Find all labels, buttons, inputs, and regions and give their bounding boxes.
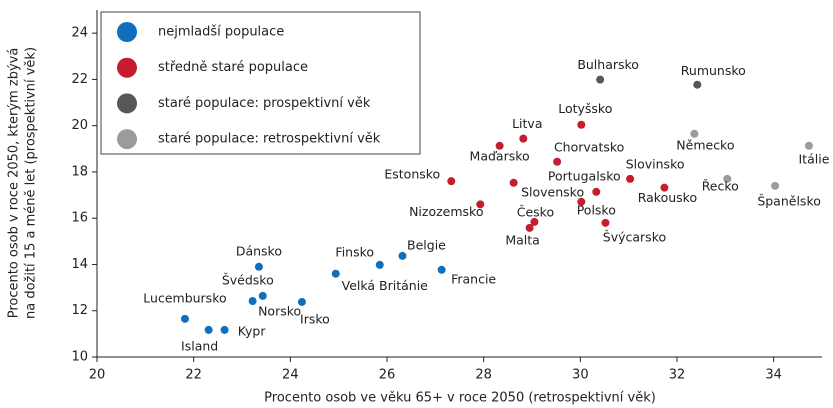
point — [437, 265, 446, 274]
point-label: Itálie — [799, 151, 830, 166]
x-tick-label: 34 — [765, 368, 782, 383]
point-label: Německo — [676, 137, 734, 152]
point — [509, 178, 518, 187]
point — [577, 120, 586, 129]
x-tick-label: 32 — [669, 368, 686, 383]
point — [447, 177, 456, 186]
point-label: Malta — [505, 232, 539, 247]
x-axis-label: Procento osob ve věku 65+ v roce 2050 (r… — [264, 391, 656, 406]
point — [258, 291, 267, 300]
legend-marker — [117, 57, 137, 78]
y-tick-label: 24 — [71, 26, 88, 41]
y-tick-label: 16 — [71, 211, 88, 226]
legend-marker — [117, 129, 137, 150]
point-label: Island — [181, 338, 218, 353]
point — [220, 325, 229, 334]
point-label: Španělsko — [757, 193, 821, 208]
point — [626, 174, 635, 183]
point-label: Bulharsko — [577, 57, 639, 72]
point-label: Lucembursko — [143, 290, 226, 305]
point — [495, 141, 504, 150]
y-axis-label-line: na dožití 15 a méně let (prospektivní vě… — [24, 47, 39, 319]
point-label: Kypr — [238, 323, 267, 338]
point — [601, 218, 610, 227]
x-tick-label: 22 — [185, 368, 202, 383]
point-label: Švédsko — [222, 272, 274, 287]
point — [723, 174, 732, 183]
point — [375, 260, 384, 269]
x-tick-label: 28 — [475, 368, 492, 383]
point — [577, 197, 586, 206]
point-label: Belgie — [407, 237, 446, 252]
point-label: Portugalsko — [548, 168, 621, 183]
point — [660, 183, 669, 192]
point — [297, 297, 306, 306]
y-axis-label-line: Procento osob v roce 2050, kterým zbývá — [7, 48, 22, 319]
legend-marker — [117, 93, 137, 114]
legend-label: staré populace: retrospektivní věk — [158, 132, 381, 147]
point-label: Slovinsko — [626, 156, 685, 171]
point — [476, 200, 485, 209]
point — [519, 134, 528, 143]
x-tick-label: 26 — [379, 368, 396, 383]
point-label: Francie — [451, 271, 496, 286]
y-tick-label: 18 — [71, 164, 88, 179]
point — [254, 262, 263, 271]
point-label: Polsko — [577, 202, 616, 217]
point — [530, 217, 539, 226]
x-tick-label: 30 — [572, 368, 589, 383]
y-tick-label: 20 — [71, 118, 88, 133]
legend-box — [100, 11, 421, 155]
point-label: Česko — [517, 204, 554, 219]
point — [331, 269, 340, 278]
legend-label: středně staré populace — [158, 60, 308, 75]
point — [248, 297, 257, 306]
point-label: Finsko — [335, 244, 374, 259]
point-label: Velká Británie — [342, 278, 429, 293]
point-label: Slovensko — [521, 184, 584, 199]
y-tick-label: 14 — [71, 257, 88, 272]
x-tick-label: 24 — [282, 368, 299, 383]
point — [690, 129, 699, 138]
point-label: Nizozemsko — [409, 204, 483, 219]
point — [204, 325, 213, 334]
point — [553, 157, 562, 166]
y-tick-label: 10 — [71, 350, 88, 365]
y-tick-label: 12 — [71, 303, 88, 318]
point-label: Maďarsko — [470, 148, 530, 163]
y-tick-label: 22 — [71, 72, 88, 87]
point-label: Norsko — [258, 304, 301, 319]
point-label: Irsko — [300, 311, 330, 326]
point — [525, 223, 534, 232]
legend-label: staré populace: prospektivní věk — [158, 96, 371, 111]
point-label: Dánsko — [236, 243, 282, 258]
point — [693, 80, 702, 89]
point-label: Řecko — [702, 178, 739, 193]
legend-label: nejmladší populace — [158, 25, 284, 40]
point — [771, 181, 780, 190]
x-tick-label: 20 — [89, 368, 106, 383]
point-label: Švýcarsko — [603, 229, 666, 244]
point-label: Litva — [512, 116, 542, 131]
legend-marker — [117, 22, 137, 42]
point — [398, 251, 407, 260]
point — [592, 187, 601, 196]
point-label: Rumunsko — [681, 63, 746, 78]
point-label: Lotyšsko — [558, 101, 612, 116]
legend: nejmladší populace středně staré populace… — [100, 11, 421, 155]
point-label: Estonsko — [384, 167, 440, 182]
point — [596, 75, 605, 84]
point-label: Rakousko — [638, 190, 697, 205]
point — [804, 141, 813, 150]
point-label: Chorvatsko — [554, 139, 624, 154]
point — [180, 314, 189, 323]
y-axis-label: Procento osob v roce 2050, kterým zbývá … — [7, 47, 39, 319]
